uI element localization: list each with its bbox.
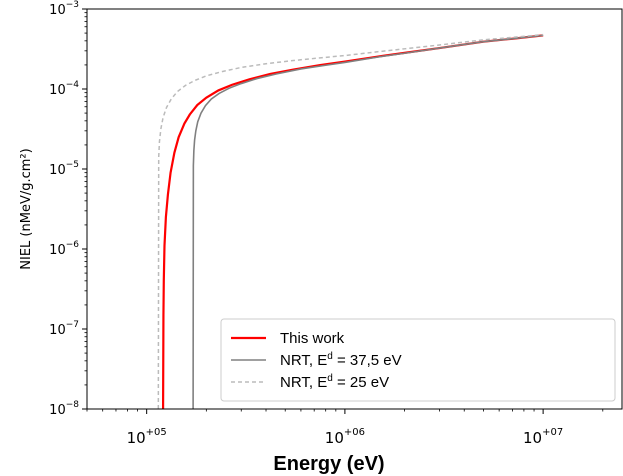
legend-label-1: This work xyxy=(280,330,345,347)
y-axis-label: NIEL (nMeV/g.cm²) xyxy=(19,148,34,269)
x-axis: 10+05 10+06 10+07 xyxy=(86,409,604,447)
y-tick-label: 10−3 xyxy=(49,0,79,18)
y-tick-label: 10−4 xyxy=(49,80,79,98)
y-tick-label: 10−6 xyxy=(49,240,79,258)
x-tick-label: 10+07 xyxy=(523,427,563,447)
legend-box xyxy=(220,318,616,402)
plot-content xyxy=(157,33,544,410)
legend: This work NRT, Ed = 37,5 eV NRT, Ed = 25 e… xyxy=(220,318,616,402)
y-axis: 10−8 10−7 10−6 10−5 10−4 10−3 xyxy=(49,0,87,418)
x-axis-label: Energy (eV) xyxy=(273,453,384,475)
legend-label-3: NRT, Ed = 25 eV xyxy=(280,373,389,391)
x-tick-label: 10+05 xyxy=(127,427,167,447)
legend-label-2: NRT, Ed = 37,5 eV xyxy=(280,351,402,369)
plot-frame xyxy=(86,8,623,410)
series-line-2 xyxy=(192,34,544,410)
y-tick-label: 10−5 xyxy=(49,160,79,178)
x-tick-label: 10+06 xyxy=(325,427,365,447)
y-tick-label: 10−8 xyxy=(49,400,79,418)
y-tick-label: 10−7 xyxy=(49,320,79,338)
series-line-3 xyxy=(157,33,544,410)
